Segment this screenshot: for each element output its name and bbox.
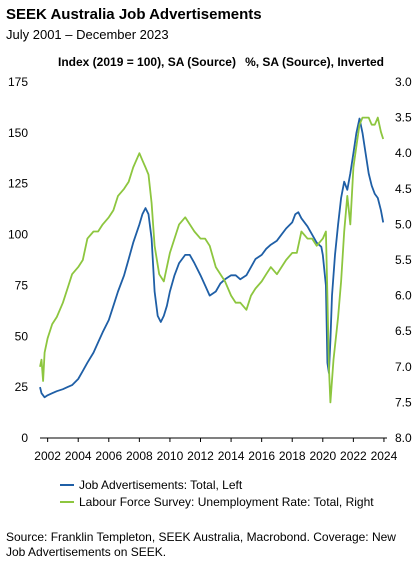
y-right-tick-label: 5.0 xyxy=(395,217,412,231)
chart-subtitle: July 2001 – December 2023 xyxy=(6,27,169,42)
y-right-tick-label: 4.0 xyxy=(395,146,412,160)
legend-label-job-ads: Job Advertisements: Total, Left xyxy=(79,477,243,492)
legend-swatch-unemployment xyxy=(60,500,74,503)
y-right-tick-label: 6.5 xyxy=(395,324,412,338)
y-left-tick-label: 150 xyxy=(8,126,28,140)
y-right-tick-label: 3.0 xyxy=(395,75,412,89)
x-tick-label: 2024 xyxy=(371,449,398,463)
y-right-tick-label: 7.5 xyxy=(395,395,412,409)
y-left-tick-label: 0 xyxy=(21,431,28,445)
y-right-tick-label: 4.5 xyxy=(395,182,412,196)
x-tick-label: 2018 xyxy=(279,449,306,463)
x-tick-label: 2020 xyxy=(309,449,336,463)
y-left-tick-label: 175 xyxy=(8,75,28,89)
x-tick-label: 2010 xyxy=(157,449,184,463)
legend-label-unemployment: Labour Force Survey: Unemployment Rate: … xyxy=(79,494,374,509)
source-note: Source: Franklin Templeton, SEEK Austral… xyxy=(6,530,396,559)
x-tick-label: 2014 xyxy=(218,449,245,463)
x-tick-label: 2022 xyxy=(340,449,367,463)
y-left-tick-label: 50 xyxy=(15,329,29,343)
legend: Job Advertisements: Total, Left Labour F… xyxy=(60,476,374,510)
x-tick-label: 2016 xyxy=(248,449,275,463)
x-tick-label: 2012 xyxy=(187,449,214,463)
right-axis-label: %, SA (Source), Inverted xyxy=(245,55,384,69)
y-right-tick-label: 5.5 xyxy=(395,253,412,267)
x-tick-label: 2006 xyxy=(95,449,122,463)
y-left-tick-label: 125 xyxy=(8,177,28,191)
y-right-tick-label: 6.0 xyxy=(395,289,412,303)
legend-item-job-ads: Job Advertisements: Total, Left xyxy=(60,476,374,493)
series-line-job-ads xyxy=(39,117,385,399)
x-tick-label: 2008 xyxy=(126,449,153,463)
legend-swatch-job-ads xyxy=(60,483,74,486)
y-left-tick-label: 75 xyxy=(15,278,29,292)
y-left-tick-label: 25 xyxy=(15,380,29,394)
left-axis-label: Index (2019 = 100), SA (Source) xyxy=(58,55,236,69)
legend-item-unemployment: Labour Force Survey: Unemployment Rate: … xyxy=(60,493,374,510)
chart-title: SEEK Australia Job Advertisements xyxy=(6,6,262,23)
series-line-unemployment xyxy=(39,116,385,404)
y-right-tick-label: 8.0 xyxy=(395,431,412,445)
y-left-tick-label: 100 xyxy=(8,228,28,242)
y-right-tick-label: 3.5 xyxy=(395,111,412,125)
y-right-tick-label: 7.0 xyxy=(395,360,412,374)
x-tick-label: 2002 xyxy=(34,449,61,463)
x-tick-label: 2004 xyxy=(65,449,92,463)
